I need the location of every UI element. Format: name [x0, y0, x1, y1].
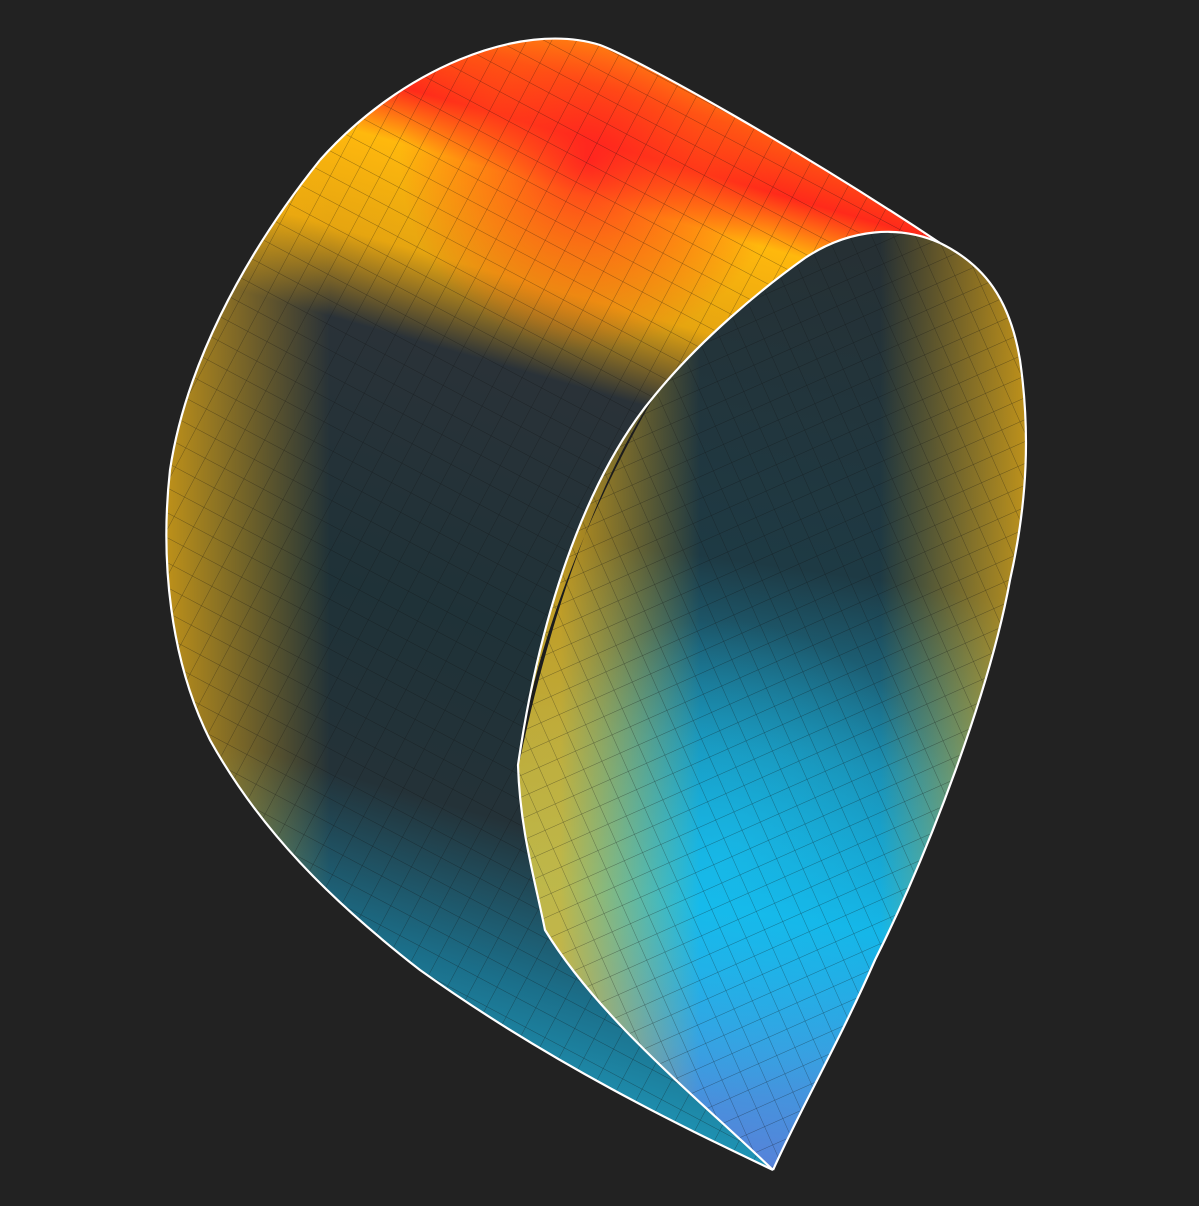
top-edge [319, 37, 941, 244]
left-edge [165, 159, 774, 1171]
inner-rim-edge [516, 230, 941, 1171]
surface-edges [165, 37, 1028, 1171]
right-edge [771, 242, 1028, 1171]
